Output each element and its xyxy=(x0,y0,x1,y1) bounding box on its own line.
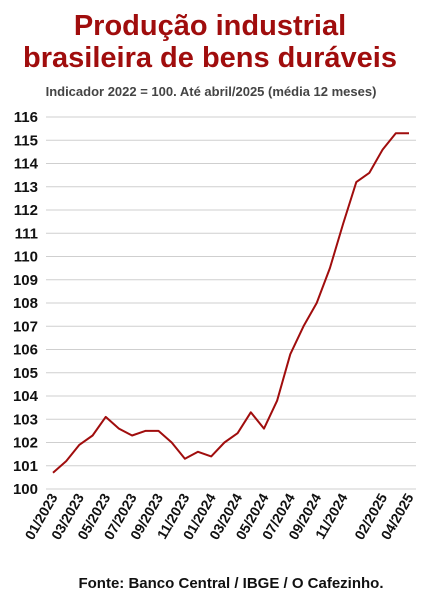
series-layer xyxy=(52,132,409,474)
y-tick-label: 116 xyxy=(14,109,38,126)
x-axis: 01/202303/202305/202307/202309/202311/20… xyxy=(21,490,416,542)
y-tick-label: 114 xyxy=(14,156,39,173)
y-tick-label: 104 xyxy=(13,388,39,405)
y-axis: 100 101 102 103 104 105 106 107 108 109 110 111 112 1… xyxy=(13,109,39,498)
y-tick-label: 113 xyxy=(14,179,38,196)
y-tick-label: 111 xyxy=(15,225,38,242)
chart-title: Produção industrial brasileira de bens d… xyxy=(0,10,420,74)
y-tick-label: 102 xyxy=(13,435,38,452)
grid xyxy=(46,116,416,490)
y-tick-label: 107 xyxy=(13,318,38,335)
y-tick-label: 108 xyxy=(13,295,38,312)
y-tick-label: 106 xyxy=(13,342,38,359)
y-tick-label: 115 xyxy=(14,132,38,149)
y-tick-label: 100 xyxy=(13,481,38,498)
title-line-1: Produção industrial xyxy=(73,10,347,42)
source-note: Fonte: Banco Central / IBGE / O Cafezinh… xyxy=(78,575,384,592)
y-tick-label: 112 xyxy=(14,202,38,219)
y-tick-label: 101 xyxy=(13,458,38,475)
chart-subtitle: Indicador 2022 = 100. Até abril/2025 (mé… xyxy=(45,84,377,99)
series-line xyxy=(52,132,409,474)
y-tick-label: 110 xyxy=(14,249,38,266)
y-tick-label: 103 xyxy=(13,411,38,428)
y-tick-label: 109 xyxy=(13,272,38,289)
y-tick-label: 105 xyxy=(13,365,38,382)
title-line-2: brasileira de bens duráveis xyxy=(23,42,397,74)
